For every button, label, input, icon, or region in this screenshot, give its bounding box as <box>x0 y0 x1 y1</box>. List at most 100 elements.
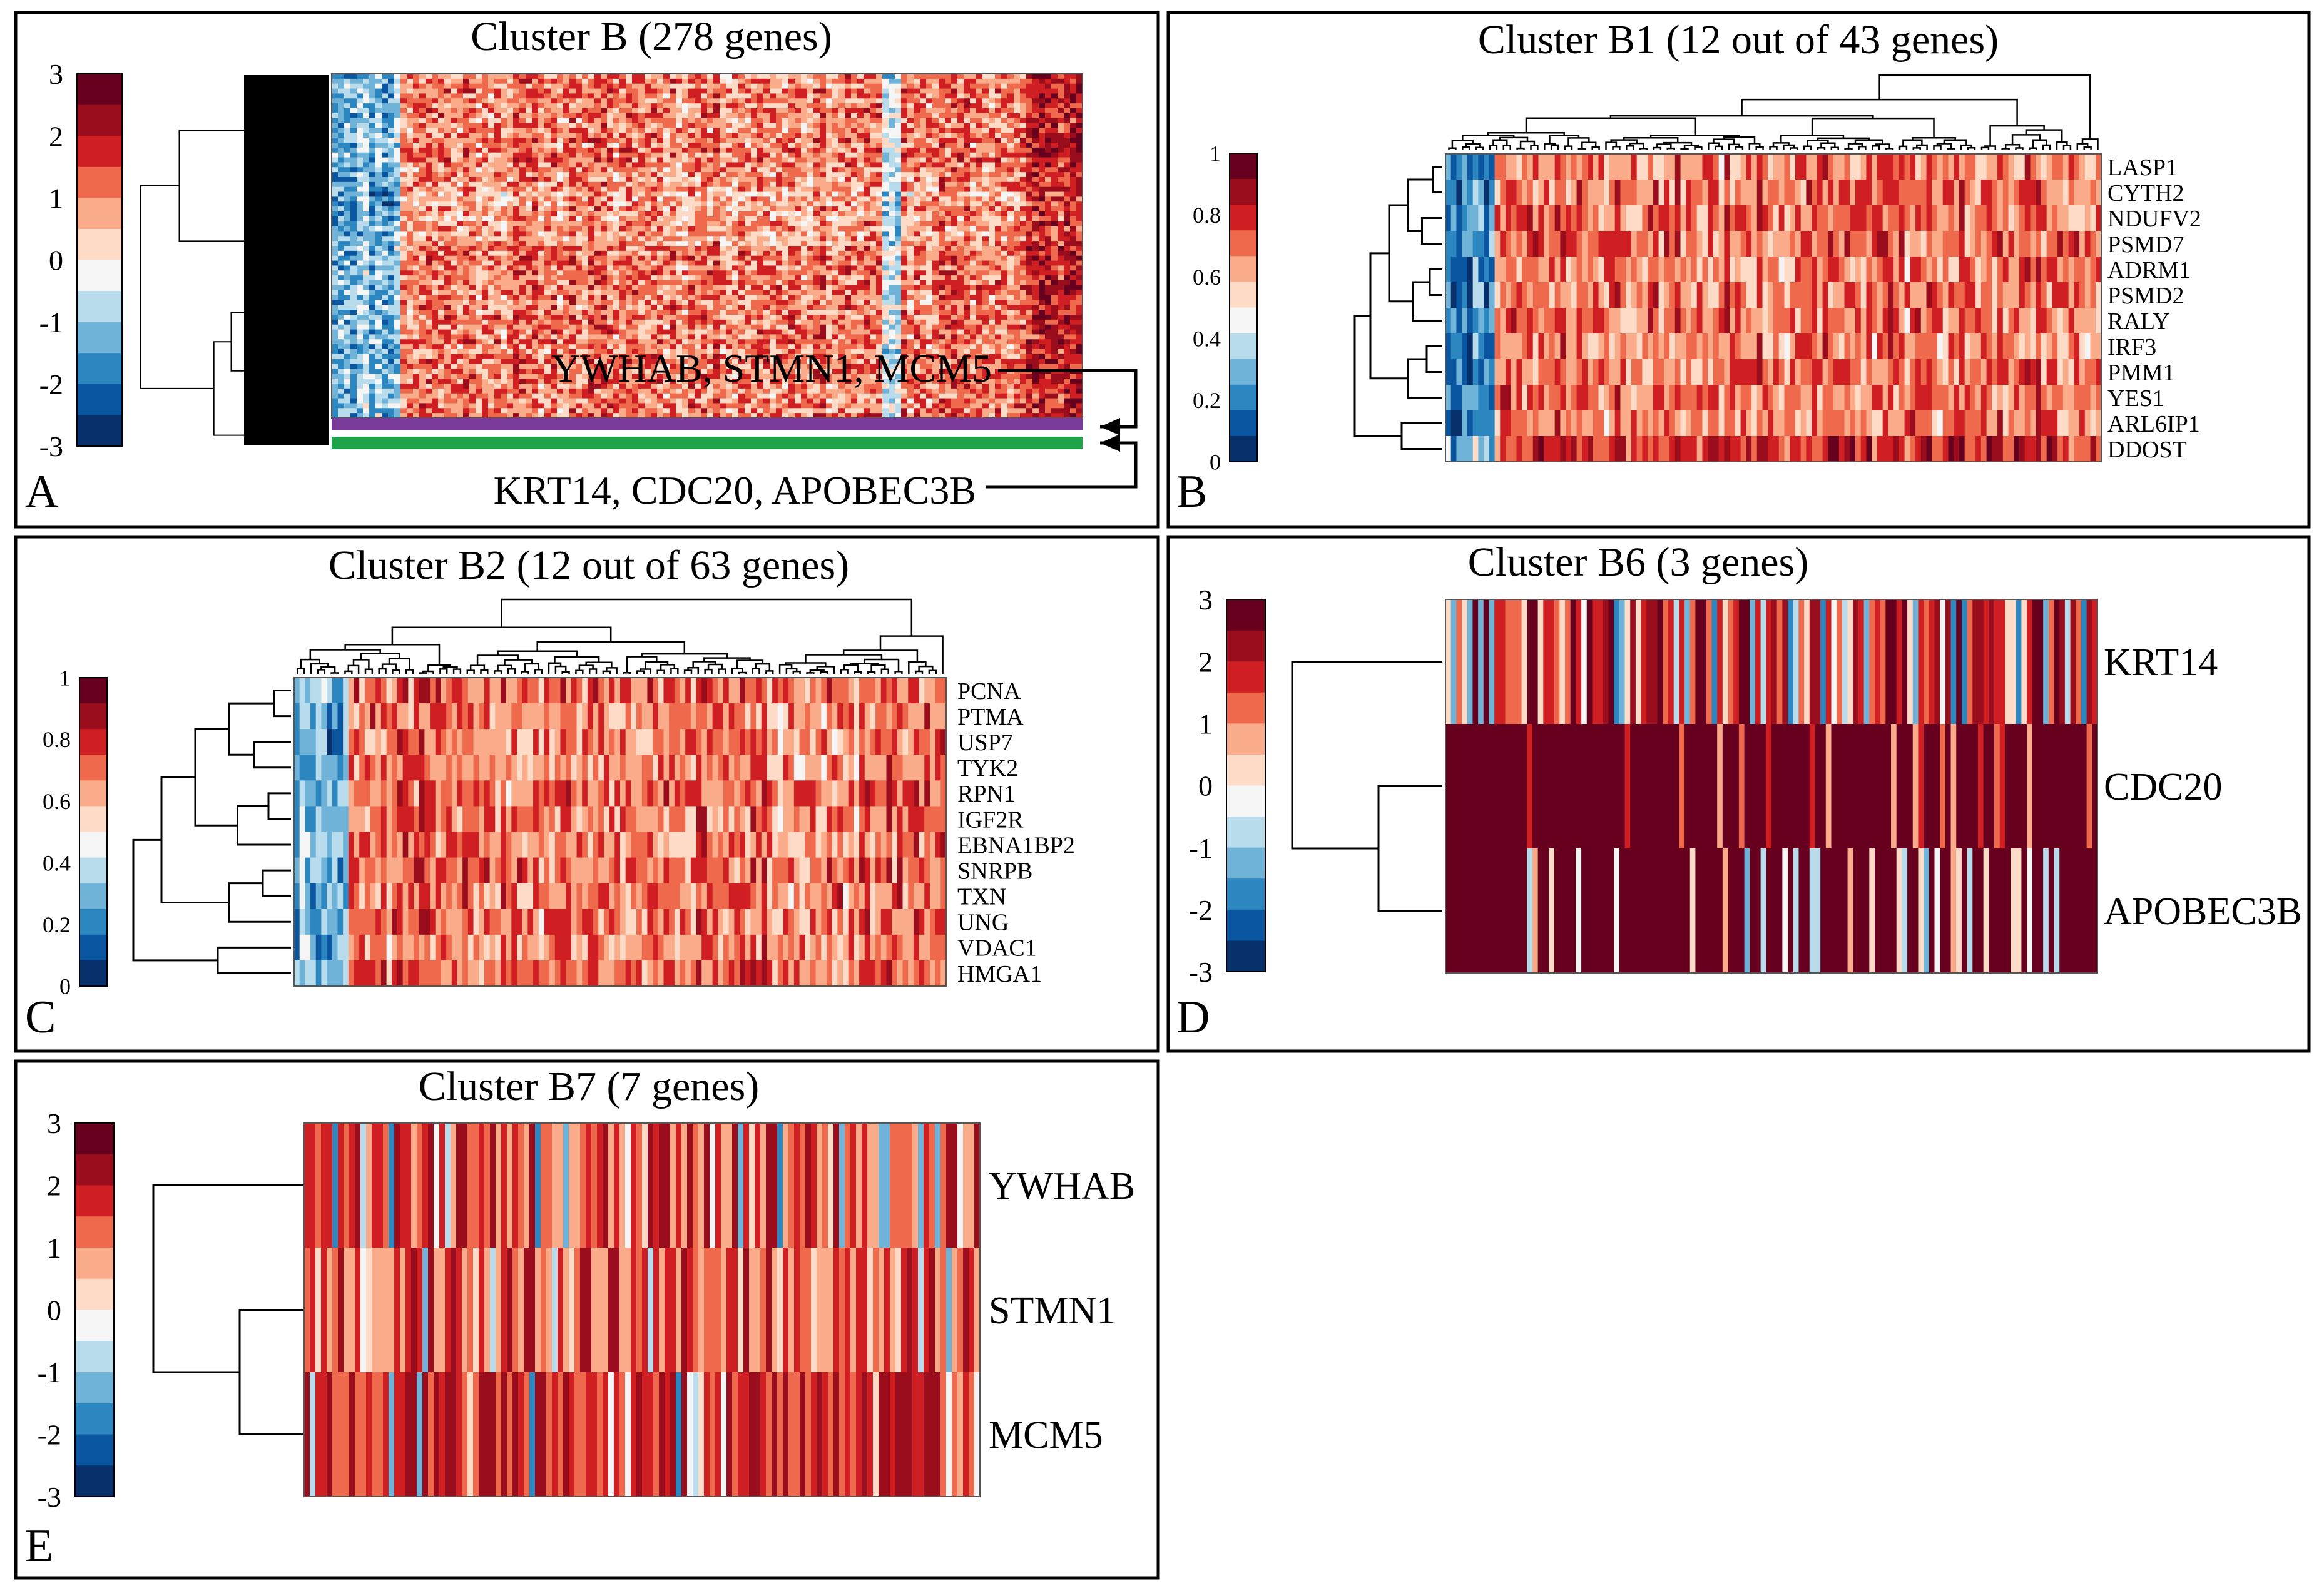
heatmap-cell <box>926 241 933 247</box>
heatmap-cell <box>338 74 345 79</box>
heatmap-cell <box>939 118 945 124</box>
heatmap-cell <box>851 250 858 257</box>
heatmap-cell <box>901 191 908 198</box>
heatmap-cell <box>519 221 526 227</box>
heatmap-cell <box>413 221 420 227</box>
heatmap-cell <box>1064 236 1071 242</box>
heatmap-cell <box>1007 152 1014 158</box>
heatmap-cell <box>707 133 714 138</box>
heatmap-cell <box>375 211 382 217</box>
heatmap-cell <box>1076 265 1083 271</box>
heatmap-cell <box>845 211 852 217</box>
heatmap-cell <box>651 118 658 124</box>
heatmap-cell <box>426 143 432 148</box>
heatmap-cell <box>576 133 583 138</box>
heatmap-cell <box>870 162 877 168</box>
heatmap-cell <box>388 143 395 148</box>
heatmap-cell <box>463 93 470 99</box>
heatmap-cell <box>350 133 357 138</box>
heatmap-cell <box>763 128 770 133</box>
heatmap-cell <box>838 93 845 99</box>
heatmap-cell <box>426 128 432 133</box>
heatmap-cell <box>745 167 752 173</box>
heatmap-cell <box>632 108 639 114</box>
heatmap-cell <box>557 186 564 193</box>
heatmap-cell <box>939 108 945 114</box>
heatmap-cell <box>469 201 476 207</box>
heatmap-cell <box>413 74 420 79</box>
heatmap-cell <box>695 113 701 119</box>
heatmap-cell <box>1058 152 1064 158</box>
heatmap-cell <box>532 162 539 168</box>
heatmap-cell <box>369 138 376 143</box>
heatmap-cell <box>1001 236 1008 242</box>
heatmap-cell <box>920 123 927 129</box>
heatmap-cell <box>488 152 495 158</box>
heatmap-cell <box>713 221 720 227</box>
heatmap-cell <box>482 118 489 124</box>
heatmap-cell <box>976 260 983 267</box>
heatmap-cell <box>1007 177 1014 183</box>
heatmap-cell <box>507 177 514 183</box>
heatmap-cell <box>538 221 545 227</box>
heatmap-cell <box>695 221 701 227</box>
heatmap-cell <box>607 83 614 89</box>
heatmap-cell <box>582 157 589 163</box>
heatmap-cell <box>419 113 426 119</box>
heatmap-cell <box>926 78 933 84</box>
heatmap-cell <box>695 98 701 104</box>
heatmap-cell <box>507 128 514 133</box>
heatmap-cell <box>820 172 827 178</box>
heatmap-cell <box>964 162 971 168</box>
heatmap-cell <box>613 246 620 252</box>
heatmap-cell <box>889 157 895 163</box>
heatmap-cell <box>932 250 939 257</box>
heatmap-cell <box>400 93 407 99</box>
heatmap-cell <box>1014 157 1021 163</box>
heatmap-cell <box>632 255 639 262</box>
heatmap-cell <box>482 241 489 247</box>
heatmap-cell <box>394 138 401 143</box>
heatmap-cell <box>964 157 971 163</box>
heatmap-cell <box>945 133 952 138</box>
heatmap-cell <box>469 255 476 262</box>
heatmap-cell <box>926 196 933 202</box>
heatmap-cell <box>876 172 883 178</box>
heatmap-cell <box>1076 226 1083 232</box>
heatmap-cell <box>375 201 382 207</box>
heatmap-cell <box>745 83 752 89</box>
heatmap-cell <box>1007 241 1014 247</box>
heatmap-cell <box>1058 177 1064 183</box>
heatmap-cell <box>619 260 626 267</box>
heatmap-cell <box>914 216 920 222</box>
heatmap-cell <box>1058 226 1064 232</box>
heatmap-cell <box>989 241 996 247</box>
heatmap-cell <box>332 138 339 143</box>
heatmap-cell <box>676 221 683 227</box>
heatmap-cell <box>1045 78 1052 84</box>
heatmap-cell <box>551 177 558 183</box>
heatmap-cell <box>438 167 445 173</box>
heatmap-cell <box>951 78 958 84</box>
heatmap-cell <box>939 221 945 227</box>
heatmap-cell <box>864 108 870 114</box>
heatmap-cell <box>820 241 827 247</box>
heatmap-cell <box>344 216 351 222</box>
heatmap-cell <box>463 118 470 124</box>
heatmap-cell <box>432 231 439 237</box>
heatmap-cell <box>851 181 858 188</box>
heatmap-cell <box>375 270 382 276</box>
heatmap-cell <box>832 236 839 242</box>
heatmap-cell <box>1007 172 1014 178</box>
heatmap-cell <box>619 250 626 257</box>
colorbar-swatch <box>77 415 122 447</box>
heatmap-cell <box>582 88 589 94</box>
dendrogram-branch <box>178 130 290 242</box>
heatmap-cell <box>876 113 883 119</box>
heatmap-cell <box>400 157 407 163</box>
heatmap-cell <box>751 143 758 148</box>
heatmap-cell <box>482 270 489 276</box>
heatmap-cell <box>720 191 726 198</box>
heatmap-cell <box>870 246 877 252</box>
heatmap-cell <box>845 123 852 129</box>
